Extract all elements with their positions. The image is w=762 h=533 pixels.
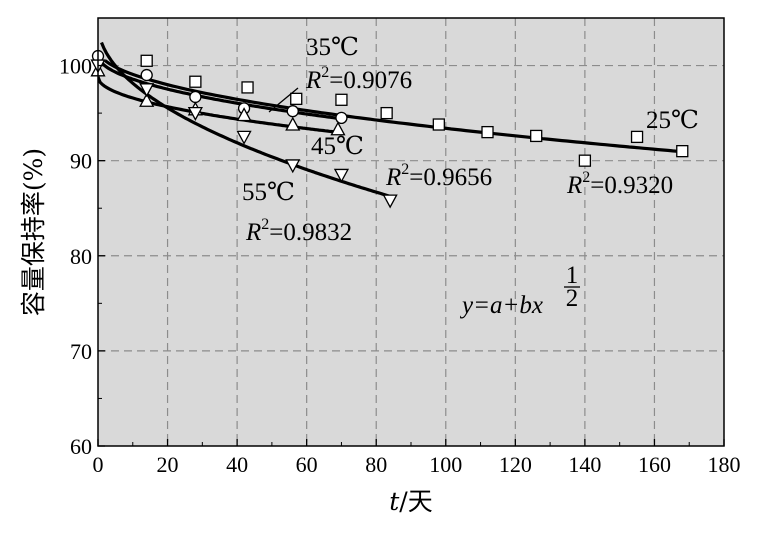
- x-tick-label: 60: [296, 452, 318, 477]
- x-tick-label: 40: [226, 452, 248, 477]
- label-35C: 35℃: [306, 34, 359, 61]
- x-tick-label: 100: [429, 452, 462, 477]
- data-point-square: [335, 93, 348, 106]
- r2-45C: R2=0.9656: [385, 161, 492, 191]
- data-point-circle: [286, 105, 299, 118]
- y-tick-label: 70: [70, 339, 92, 364]
- data-point-circle: [140, 68, 153, 82]
- fit-equation: y=a+bx 1 2: [459, 262, 580, 319]
- tick-labels: 0 20 40 60 80 100 120 140 160 180 60 70 80 90 100: [59, 54, 741, 477]
- fit-curve-45℃: [98, 76, 342, 135]
- data-point-square: [676, 145, 689, 158]
- plot-area: [98, 18, 724, 446]
- r2-25C: R2=0.9320: [566, 169, 673, 199]
- y-axis-title: 容量保持率(%): [19, 148, 48, 316]
- y-tick-label: 90: [70, 149, 92, 174]
- y-tick-label: 80: [70, 244, 92, 269]
- data-point-square: [189, 75, 202, 88]
- y-tick-label: 60: [70, 434, 92, 459]
- data-point-triangle-down: [139, 83, 155, 98]
- axis-ticks: [97, 64, 725, 447]
- leader-line-35: [268, 87, 299, 113]
- data-point-triangle-down: [285, 159, 301, 174]
- data-point-triangle-up: [330, 121, 346, 136]
- data-point-square: [241, 81, 254, 94]
- x-tick-label: 0: [93, 452, 104, 477]
- data-point-square: [481, 125, 494, 139]
- data-point-square: [530, 129, 543, 143]
- x-tick-label: 180: [708, 452, 741, 477]
- data-point-circle: [335, 111, 348, 125]
- equation-exp-den: 2: [566, 285, 579, 312]
- y-tick-label: 100: [59, 54, 92, 79]
- data-point-square: [290, 92, 303, 105]
- x-tick-label: 20: [157, 452, 179, 477]
- data-point-triangle-down: [236, 130, 252, 145]
- data-point-square: [140, 54, 153, 67]
- fit-curve-35℃: [98, 54, 342, 121]
- x-axis-title: t/天: [389, 487, 432, 516]
- fit-curve-25℃: [104, 59, 683, 154]
- data-point-circle: [189, 90, 202, 104]
- data-point-square: [380, 106, 393, 120]
- data-point-triangle-down: [187, 106, 203, 121]
- data-point-triangle-down: [333, 168, 350, 183]
- equation-main: y=a+bx: [459, 292, 543, 319]
- data-point-square: [432, 118, 445, 131]
- data-point-square: [578, 154, 592, 167]
- r2-55C: R2=0.9832: [245, 216, 352, 246]
- label-45C: 45℃: [311, 133, 364, 160]
- data-point-triangle-up: [236, 107, 252, 122]
- grid: [98, 18, 724, 446]
- data-point-triangle-down: [382, 194, 398, 209]
- label-55C: 55℃: [242, 179, 295, 206]
- data-point-triangle-up: [139, 92, 155, 107]
- x-tick-label: 120: [499, 452, 532, 477]
- data-point-triangle-up: [285, 116, 301, 131]
- r2-35C: R2=0.9076: [305, 64, 412, 94]
- equation-exp-num: 1: [566, 262, 579, 289]
- x-tick-label: 160: [638, 452, 671, 477]
- data-point-square: [630, 130, 644, 144]
- x-tick-label: 140: [568, 452, 601, 477]
- label-25C: 25℃: [646, 107, 699, 134]
- x-tick-label: 80: [365, 452, 387, 477]
